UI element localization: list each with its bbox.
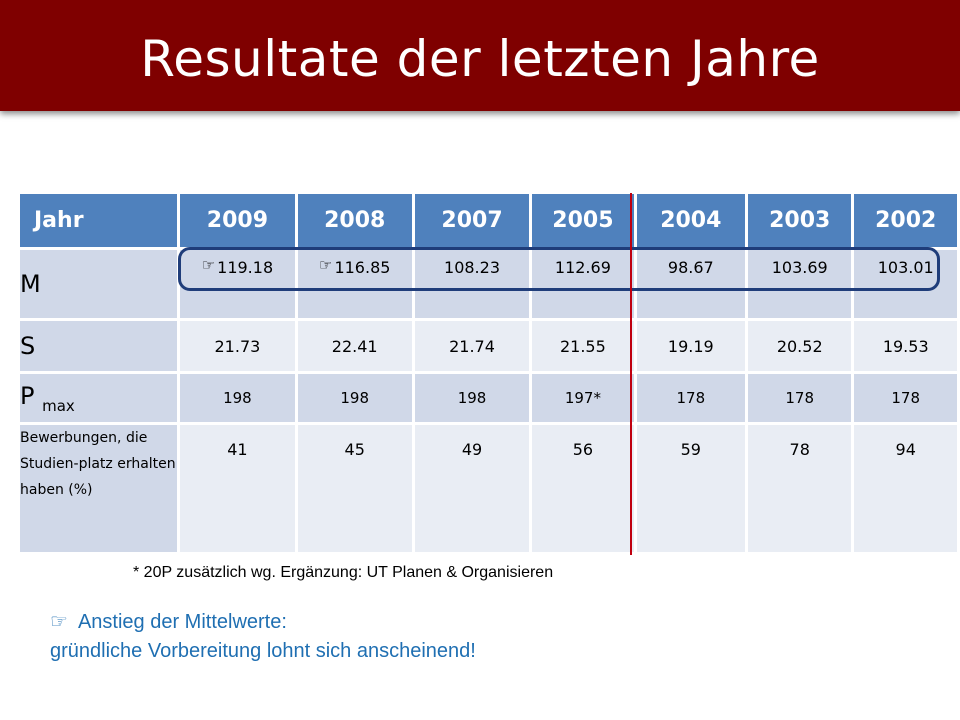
- cell-value: 119.18: [217, 258, 274, 277]
- table-cell: 49: [414, 425, 530, 552]
- table-row: Bewerbungen, die Studien-platz erhalten …: [20, 425, 957, 552]
- footnote: * 20P zusätzlich wg. Ergänzung: UT Plane…: [133, 564, 554, 581]
- table-cell: 103.69: [748, 250, 852, 318]
- row-label: P max: [20, 374, 178, 422]
- slide-title: Resultate der letzten Jahre: [140, 30, 820, 88]
- table-cell: 21.74: [414, 321, 530, 371]
- table-cell: 59: [636, 425, 745, 552]
- table-row: M ☞ 119.18 ☞ 116.85 108.23 112.69 98.67 10…: [20, 250, 957, 318]
- table-cell: 98.67: [636, 250, 745, 318]
- divider-line: [630, 193, 632, 555]
- row-label: S: [20, 321, 178, 371]
- table-cell: 112.69: [532, 250, 634, 318]
- table-cell: ☞ 119.18: [180, 250, 295, 318]
- highlight-box: [178, 247, 940, 291]
- table-cell: 178: [854, 374, 957, 422]
- table-cell: 198: [297, 374, 412, 422]
- table-cell: 198: [414, 374, 530, 422]
- note-line-2: gründliche Vorbereitung lohnt sich ansch…: [50, 640, 476, 662]
- table-cell: ☞ 116.85: [297, 250, 412, 318]
- header-cell: 2008: [297, 194, 412, 247]
- table-cell: 20.52: [748, 321, 852, 371]
- pointing-hand-icon: ☞: [201, 256, 216, 274]
- header-cell: 2002: [854, 194, 957, 247]
- table-cell: 19.53: [854, 321, 957, 371]
- row-label-main: P: [20, 381, 35, 410]
- header-cell: 2009: [180, 194, 295, 247]
- table-row: P max 198 198 198 197* 178 178 178: [20, 374, 957, 422]
- table-cell: 178: [748, 374, 852, 422]
- table-cell: 19.19: [636, 321, 745, 371]
- table-header-row: Jahr 2009 2008 2007 2005 2004 2003 2002: [20, 194, 957, 247]
- table-cell: 45: [297, 425, 412, 552]
- table-cell: 78: [748, 425, 852, 552]
- results-table: Jahr 2009 2008 2007 2005 2004 2003 2002 …: [17, 191, 960, 555]
- row-label: M: [20, 250, 178, 318]
- table-cell: 21.73: [180, 321, 295, 371]
- table-cell: 41: [180, 425, 295, 552]
- title-banner: [0, 0, 960, 111]
- conclusion-note: ☞ Anstieg der Mittelwerte: gründliche Vor…: [50, 608, 476, 666]
- table-cell: 198: [180, 374, 295, 422]
- note-text-1: Anstieg der Mittelwerte:: [77, 611, 287, 633]
- cell-value: 116.85: [334, 258, 391, 277]
- table-cell: 108.23: [414, 250, 530, 318]
- table-cell: 197*: [532, 374, 634, 422]
- pointing-hand-icon: ☞: [318, 256, 333, 274]
- header-cell: 2007: [414, 194, 530, 247]
- header-cell: 2005: [532, 194, 634, 247]
- table-cell: 22.41: [297, 321, 412, 371]
- table-row: S 21.73 22.41 21.74 21.55 19.19 20.52 19…: [20, 321, 957, 371]
- header-cell: Jahr: [20, 194, 178, 247]
- table-cell: 56: [532, 425, 634, 552]
- pointing-hand-icon: ☞: [50, 611, 68, 633]
- table-cell: 94: [854, 425, 957, 552]
- header-cell: 2004: [636, 194, 745, 247]
- header-cell: 2003: [748, 194, 852, 247]
- table-cell: 178: [636, 374, 745, 422]
- note-line-1: ☞ Anstieg der Mittelwerte:: [50, 608, 476, 637]
- row-label: Bewerbungen, die Studien-platz erhalten …: [20, 425, 178, 552]
- table-cell: 21.55: [532, 321, 634, 371]
- row-label-subscript: max: [42, 396, 75, 415]
